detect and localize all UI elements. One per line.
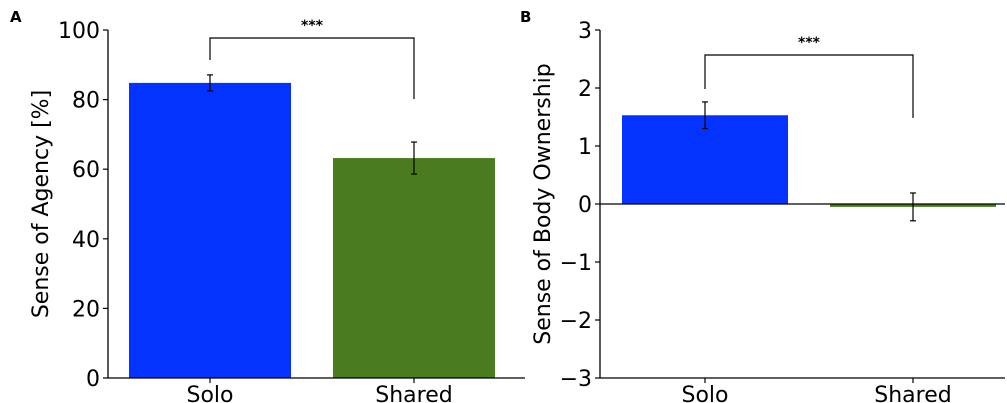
y-tick-label: 80 xyxy=(72,89,100,114)
significance-bracket xyxy=(209,37,415,99)
y-tick-label: −3 xyxy=(560,367,592,392)
y-axis-title: Sense of Agency [%] xyxy=(29,90,54,318)
bar-solo xyxy=(129,82,291,379)
error-bar-shared xyxy=(910,192,916,222)
y-tick-label: −2 xyxy=(560,309,592,334)
significance-label: *** xyxy=(798,35,821,51)
y-tick-label: 1 xyxy=(578,135,592,160)
y-axis-title: Sense of Body Ownership xyxy=(531,63,556,344)
y-tick-label: −1 xyxy=(560,251,592,276)
x-tick-label-solo: Solo xyxy=(187,383,234,403)
y-tick-label: 20 xyxy=(72,297,100,322)
y-tick-label: 0 xyxy=(578,193,592,218)
significance-label: *** xyxy=(301,18,324,34)
panel-a-letter: A xyxy=(10,8,22,26)
panel-b-ownership-chart: B −3 −2 −1 0 1 2 3 Solo Shared Sense of Body Owne… xyxy=(520,8,1005,403)
x-tick-label-solo: Solo xyxy=(682,383,729,403)
bar-shared xyxy=(333,158,495,378)
panel-b-letter: B xyxy=(520,8,531,26)
significance-bracket xyxy=(704,54,914,118)
x-tick-label-shared: Shared xyxy=(375,383,452,403)
error-bar-solo xyxy=(702,101,708,130)
y-tick-label: 40 xyxy=(72,228,100,253)
y-tick-label: 3 xyxy=(578,19,592,44)
error-bar-shared xyxy=(411,141,417,175)
bar-solo xyxy=(622,115,788,204)
panel-a-agency-chart: A 0 20 40 60 80 100 Solo Shared Sense of Agency … xyxy=(10,8,525,403)
y-tick-label: 2 xyxy=(578,77,592,102)
y-tick-label: 60 xyxy=(72,158,100,183)
y-tick-label: 100 xyxy=(58,19,100,44)
y-tick-label: 0 xyxy=(86,367,100,392)
error-bar-solo xyxy=(207,74,213,92)
x-tick-label-shared: Shared xyxy=(874,383,951,403)
